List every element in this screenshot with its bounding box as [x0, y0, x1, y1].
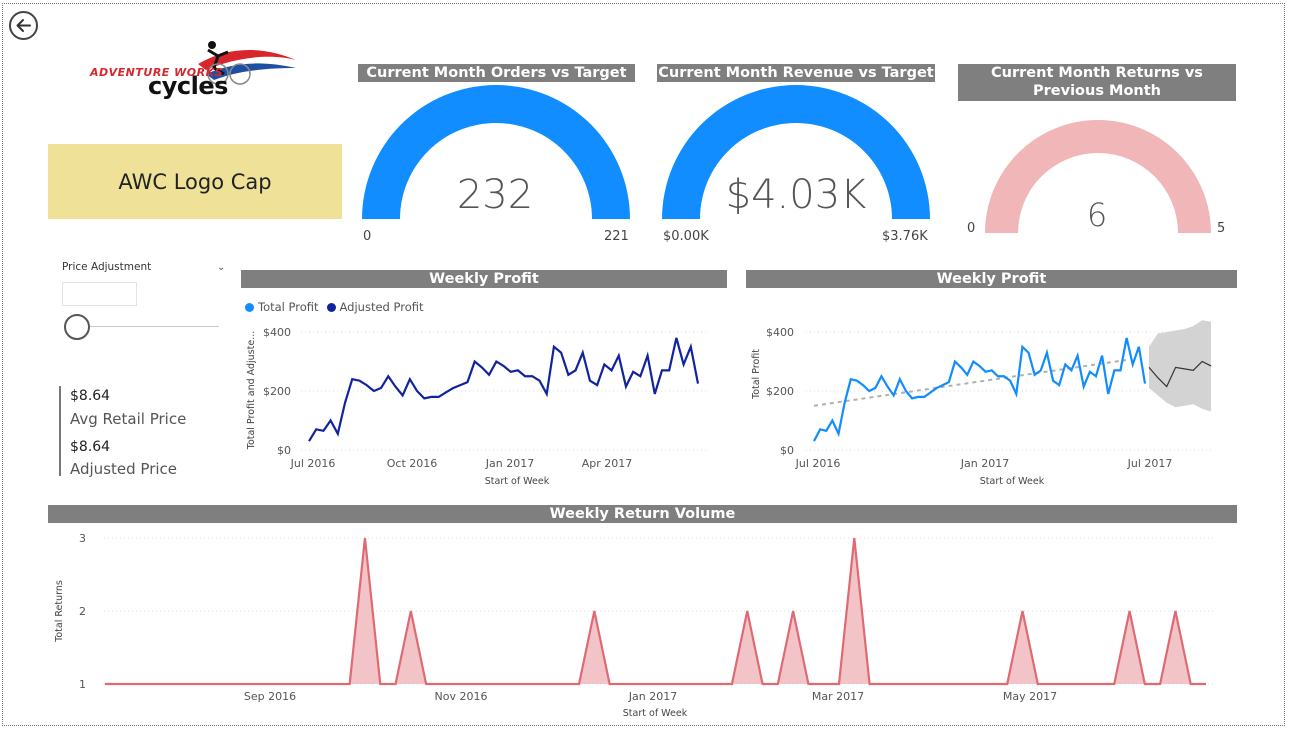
chevron-down-icon[interactable]: ⌄ — [217, 262, 226, 273]
x-tick-label: Jul 2016 — [290, 457, 336, 470]
x-tick-label: Apr 2017 — [582, 457, 633, 470]
forecast-band — [1149, 320, 1211, 412]
x-tick-label: Jan 2017 — [628, 690, 677, 703]
weekly-profit-title-2: Weekly Profit — [746, 270, 1237, 288]
x-tick-label: Nov 2016 — [435, 690, 488, 703]
x-tick-label: Jan 2017 — [960, 457, 1009, 470]
gauge-revenue[interactable] — [655, 82, 937, 222]
product-name: AWC Logo Cap — [118, 169, 272, 194]
arrow-left-icon — [16, 19, 31, 32]
gauge-returns-max: 5 — [1217, 221, 1226, 236]
forecast-line — [1148, 360, 1212, 388]
gauge-returns[interactable] — [980, 115, 1216, 235]
y-tick-label: $0 — [780, 444, 794, 457]
gauge-orders-arc — [362, 85, 630, 219]
kpi-accent-bar — [59, 386, 61, 476]
adjusted-profit-line — [308, 337, 700, 442]
x-axis-title: Start of Week — [980, 476, 1045, 487]
adjusted-price-label: Adjusted Price — [70, 460, 177, 478]
logo-line2: cycles — [148, 72, 228, 100]
legend-total-profit[interactable]: Total Profit — [258, 300, 319, 314]
y-tick-label: 3 — [79, 532, 86, 545]
x-tick-label: Mar 2017 — [812, 690, 864, 703]
y-tick-label: $400 — [766, 326, 794, 339]
x-tick-label: Jul 2017 — [1127, 457, 1173, 470]
gauge-revenue-arc — [662, 85, 930, 219]
gauge-revenue-max: $3.76K — [882, 229, 928, 244]
weekly-profit-title-1: Weekly Profit — [241, 270, 727, 288]
weekly-return-volume-chart[interactable]: 1 2 3 Sep 2016 Nov 2016 Jan 2017 Mar 2017 May 2… — [48, 526, 1237, 722]
total-profit-line — [813, 337, 1147, 442]
gauge-returns-value: 6 — [1086, 196, 1108, 234]
avg-retail-price-value: $8.64 — [70, 388, 111, 404]
price-adjustment-label: Price Adjustment — [62, 261, 152, 273]
gauge-revenue-min: $0.00K — [663, 229, 709, 244]
x-axis-title: Start of Week — [485, 476, 550, 487]
y-tick-label: $400 — [263, 326, 291, 339]
gauge-returns-title: Current Month Returns vs Previous Month — [958, 64, 1236, 101]
x-tick-label: Jul 2016 — [795, 457, 841, 470]
adjusted-price-value: $8.64 — [70, 439, 111, 455]
legend-adjusted-profit-marker — [326, 302, 336, 312]
y-tick-label: 1 — [79, 678, 86, 691]
x-tick-label: Oct 2016 — [387, 457, 438, 470]
gauge-orders-value: 232 — [456, 172, 534, 218]
weekly-return-volume-title: Weekly Return Volume — [48, 505, 1237, 523]
gauge-returns-arc — [985, 120, 1211, 233]
y-tick-label: $200 — [263, 385, 291, 398]
x-axis-title: Start of Week — [623, 708, 688, 719]
price-adjustment-slider-track[interactable] — [78, 326, 219, 327]
gauge-returns-min: 0 — [967, 221, 976, 236]
gauge-revenue-value: $4.03K — [725, 172, 867, 218]
adventure-works-logo: ADVENTURE WORKS cycles — [88, 40, 298, 102]
gauge-orders[interactable] — [355, 82, 637, 222]
y-tick-label: $200 — [766, 385, 794, 398]
legend-total-profit-marker — [245, 302, 254, 312]
legend-adjusted-profit[interactable]: Adjusted Profit — [339, 300, 424, 314]
gauge-revenue-title: Current Month Revenue vs Target — [657, 64, 935, 82]
y-axis-title: Total Returns — [54, 580, 65, 643]
gauge-orders-max: 221 — [604, 229, 629, 244]
returns-line — [105, 537, 1206, 686]
avg-retail-price-label: Avg Retail Price — [70, 410, 187, 428]
logo-line1: ADVENTURE WORKS — [90, 66, 224, 79]
y-axis-title: Total Profit — [751, 349, 762, 400]
x-tick-label: Jan 2017 — [485, 457, 534, 470]
y-tick-label: 2 — [79, 605, 86, 618]
y-axis-title: Total Profit and Adjuste... — [246, 331, 257, 451]
price-adjustment-input[interactable] — [62, 282, 137, 306]
gauge-orders-min: 0 — [363, 229, 372, 244]
product-name-card: AWC Logo Cap — [48, 144, 342, 219]
x-tick-label: May 2017 — [1003, 690, 1057, 703]
weekly-profit-chart-2[interactable]: $0 $200 $400 Jul 2016 Jan 2017 Jul 2017 Start … — [746, 318, 1237, 490]
report-canvas — [2, 3, 1285, 726]
x-tick-label: Sep 2016 — [244, 690, 296, 703]
gauge-orders-title: Current Month Orders vs Target — [358, 64, 635, 82]
back-button[interactable] — [9, 11, 38, 40]
weekly-profit-chart-1[interactable]: $0 $200 $400 Jul 2016 Oct 2016 Jan 2017 Apr 20… — [241, 318, 727, 490]
weekly-profit-legend: Total Profit Adjusted Profit — [245, 300, 424, 314]
y-tick-label: $0 — [277, 444, 291, 457]
price-adjustment-slider-handle[interactable] — [64, 314, 90, 340]
